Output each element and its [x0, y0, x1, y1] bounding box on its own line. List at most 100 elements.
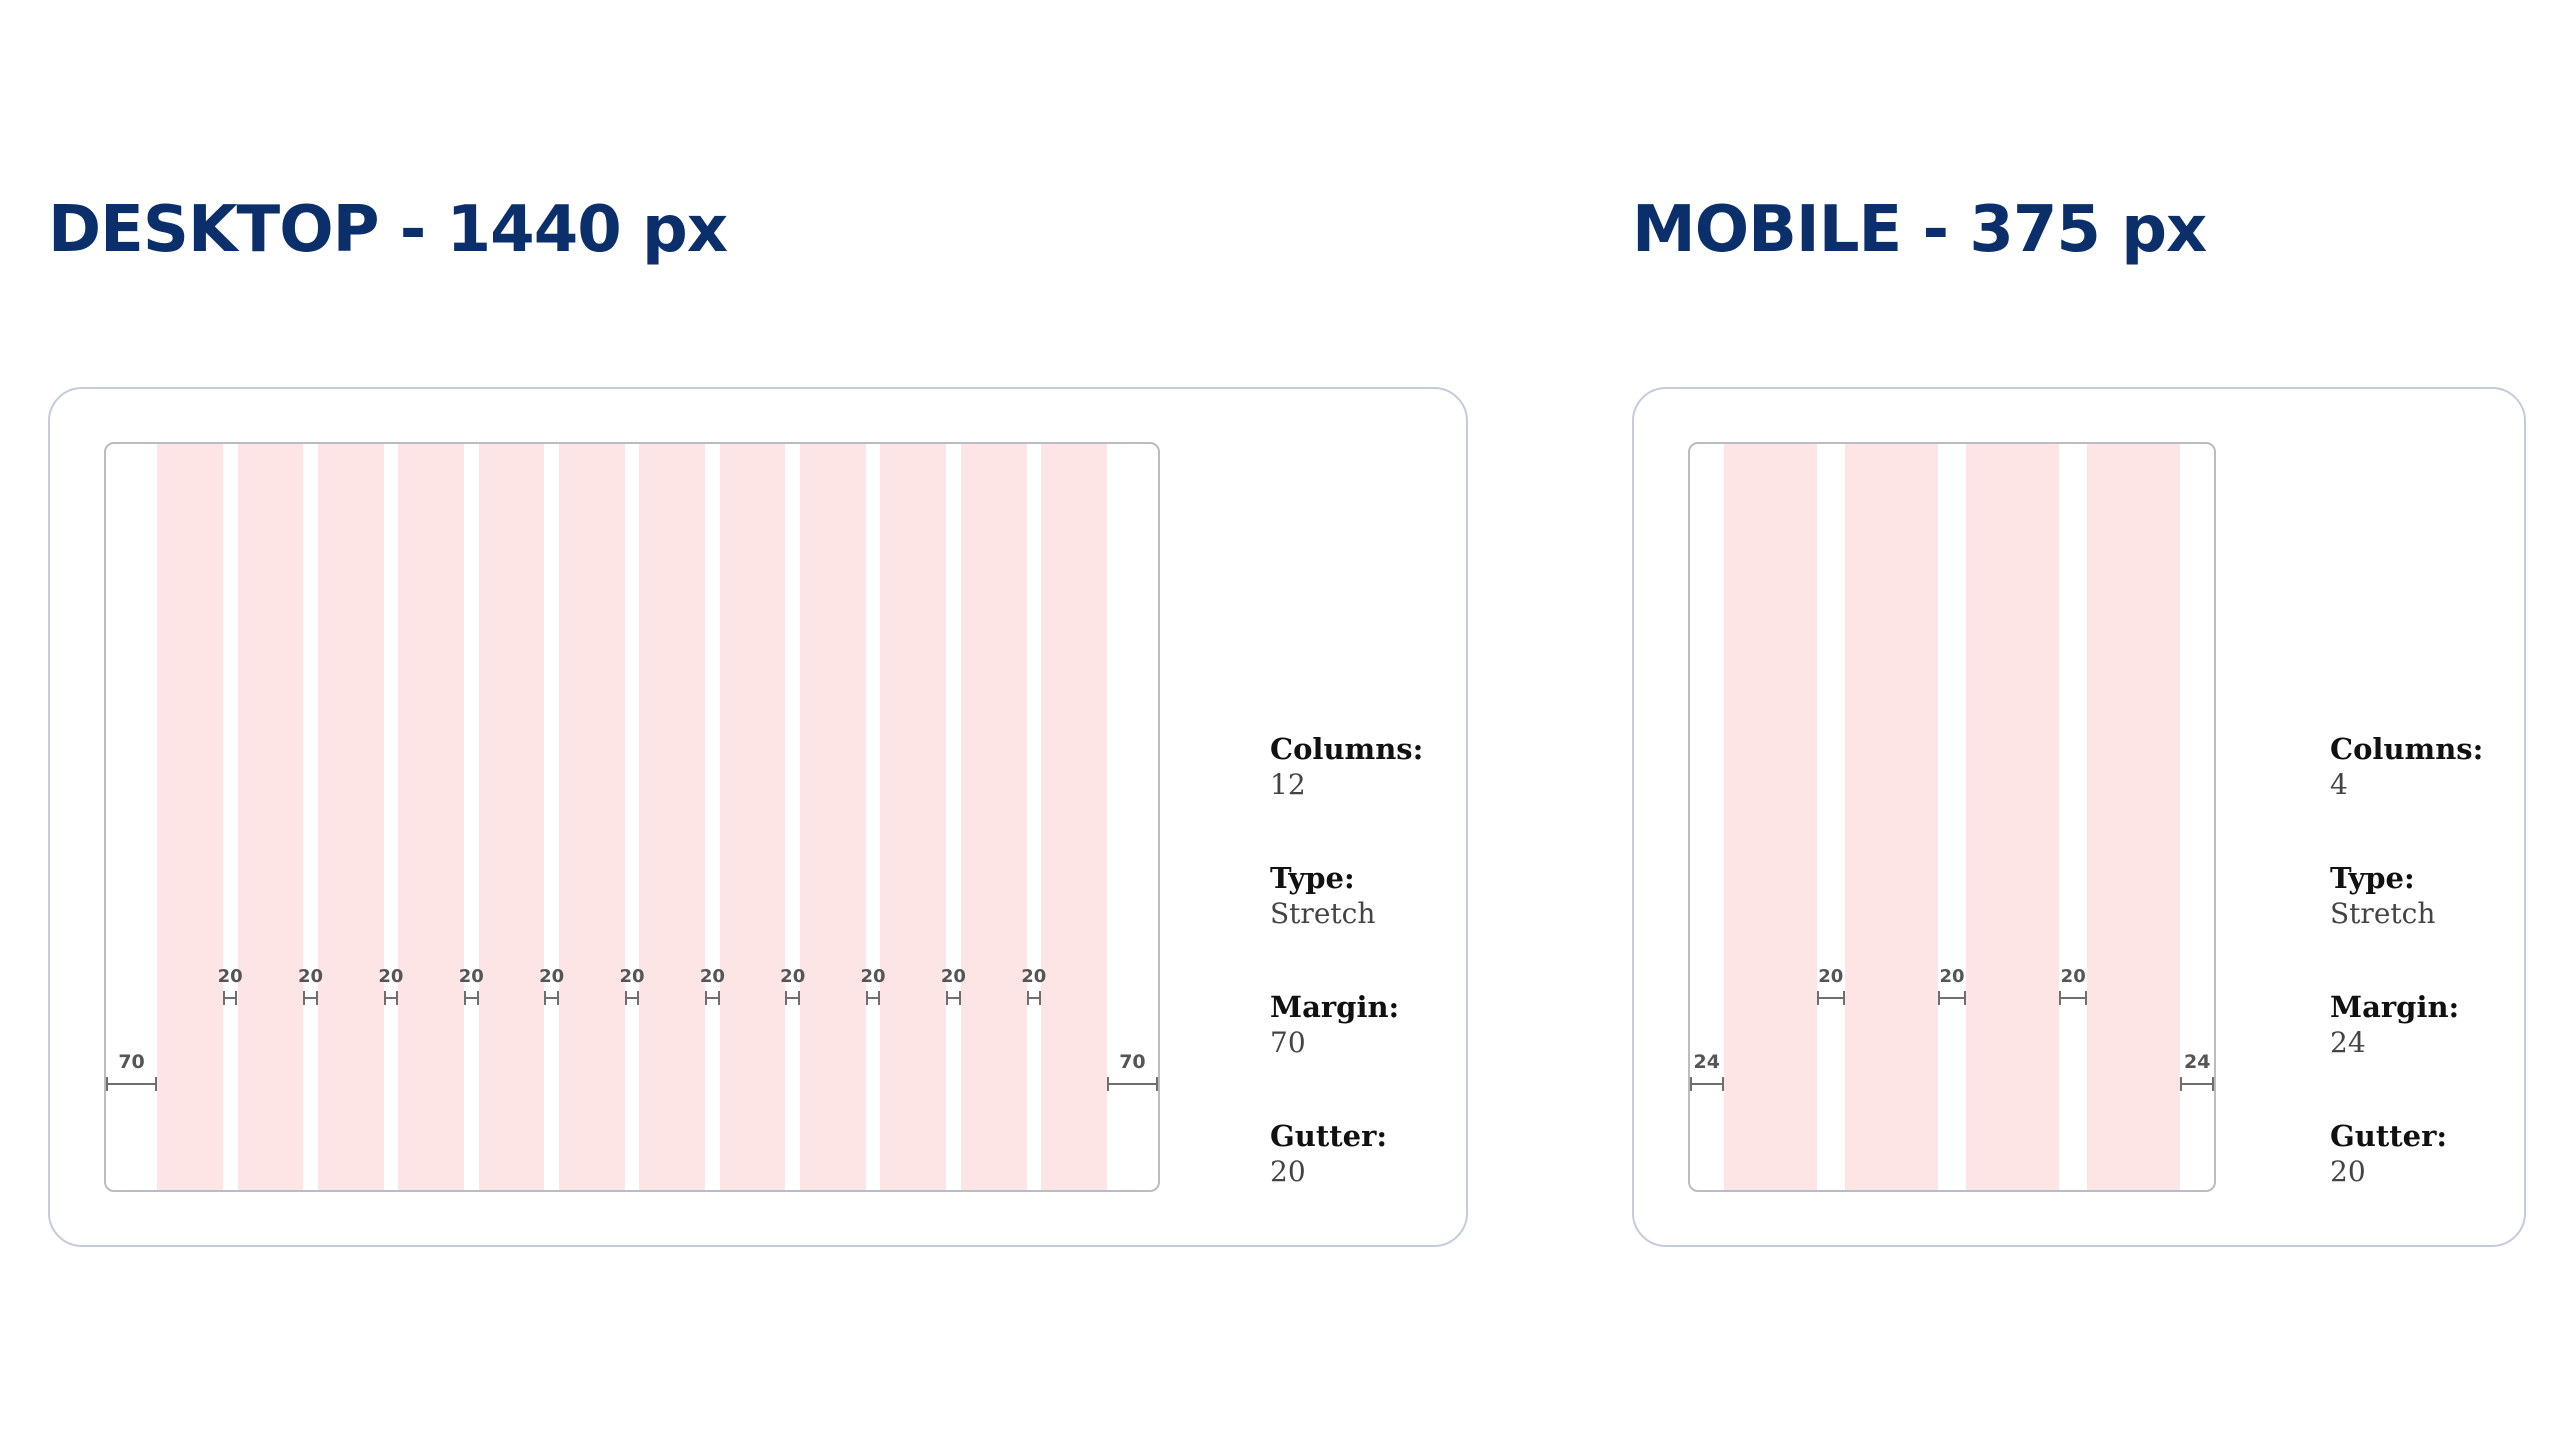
gutter-label: 20 — [780, 966, 806, 987]
gutter-dimension: 20 — [700, 966, 725, 1005]
gutter-label: 20 — [1818, 966, 1844, 987]
dimension-tick — [1963, 991, 1966, 1005]
dimension-tick — [476, 991, 479, 1005]
dimension-tick — [958, 991, 961, 1005]
gutter-dimension: 20 — [1938, 966, 1966, 1005]
margin-dimension: 70 — [106, 1051, 158, 1091]
gutter-dimension: 20 — [459, 966, 484, 1005]
dimension-line — [785, 997, 801, 999]
spec-value: 24 — [2330, 1026, 2366, 1059]
gutter-dimension: 20 — [861, 966, 886, 1005]
dimension-line — [1816, 997, 1845, 999]
grid-column — [237, 444, 304, 1190]
dimension-line — [544, 997, 559, 999]
spec-label: Type: — [2330, 861, 2415, 895]
grid-column — [478, 444, 545, 1190]
desktop-spec-margin: Margin: 70 — [1270, 990, 1423, 1119]
dimension-tick — [637, 991, 640, 1005]
spec-label: Margin: — [2330, 990, 2460, 1024]
grid-column — [639, 444, 706, 1190]
spec-value: Stretch — [1270, 897, 1376, 930]
dimension-line — [1106, 1083, 1158, 1085]
dimension-line — [1938, 997, 1966, 999]
dimension-tick — [705, 991, 708, 1005]
gutter-label: 20 — [940, 966, 966, 987]
spec-value: 12 — [1270, 768, 1306, 801]
grid-column — [2087, 444, 2181, 1190]
gutter-dimension: 20 — [539, 966, 564, 1005]
gutter-dimension: 20 — [780, 966, 805, 1005]
dimension-line — [705, 997, 720, 999]
grid-column — [317, 444, 384, 1190]
spec-value: Stretch — [2330, 897, 2436, 930]
dimension-line — [2180, 1083, 2214, 1085]
mobile-spec-gutter: Gutter: 20 — [2330, 1119, 2483, 1248]
desktop-spec-gutter: Gutter: 20 — [1270, 1119, 1423, 1248]
dimension-tick — [1816, 991, 1819, 1005]
mobile-title: MOBILE - 375 px — [1632, 193, 2207, 267]
gutter-label: 20 — [2060, 966, 2086, 987]
dimension-tick — [1039, 991, 1042, 1005]
dimension-line — [463, 997, 479, 999]
dimension-tick — [396, 991, 399, 1005]
dimension-tick — [2059, 991, 2062, 1005]
dimension-tick — [785, 991, 788, 1005]
spec-label: Gutter: — [2330, 1119, 2448, 1153]
dimension-line — [2059, 997, 2088, 999]
mobile-spec-type: Type: Stretch — [2330, 861, 2483, 990]
gutter-label: 20 — [539, 966, 565, 987]
dimension-tick — [303, 991, 306, 1005]
dimension-tick — [1842, 991, 1845, 1005]
dimension-tick — [235, 991, 238, 1005]
dimension-tick — [717, 991, 720, 1005]
dimension-tick — [1106, 1077, 1109, 1091]
grid-column — [1041, 444, 1107, 1190]
dimension-tick — [222, 991, 225, 1005]
dimension-line — [946, 997, 961, 999]
dimension-tick — [1938, 991, 1941, 1005]
gutter-label: 20 — [298, 966, 324, 987]
dimension-tick — [544, 991, 547, 1005]
grid-column — [1844, 444, 1939, 1190]
dimension-tick — [106, 1077, 108, 1091]
dimension-tick — [1155, 1077, 1158, 1091]
dimension-line — [1690, 1083, 1724, 1085]
spec-value: 70 — [1270, 1026, 1306, 1059]
gutter-label: 20 — [458, 966, 484, 987]
mobile-viewport-frame: 20 20 20 24 24 — [1688, 442, 2216, 1192]
dimension-tick — [798, 991, 801, 1005]
gutter-label: 20 — [860, 966, 886, 987]
grid-column — [398, 444, 464, 1190]
spec-label: Columns: — [1270, 732, 1424, 766]
gutter-dimension: 20 — [619, 966, 645, 1005]
spec-value: 20 — [2330, 1155, 2366, 1188]
dimension-tick — [946, 991, 949, 1005]
margin-dimension: 24 — [1690, 1051, 1724, 1091]
mobile-spec-columns: Columns: 4 — [2330, 732, 2483, 861]
margin-label: 70 — [1119, 1051, 1146, 1073]
grid-column — [800, 444, 866, 1190]
dimension-tick — [315, 991, 318, 1005]
dimension-tick — [2085, 991, 2088, 1005]
dimension-line — [222, 997, 238, 999]
gutter-dimension: 20 — [218, 966, 243, 1005]
gutter-label: 20 — [217, 966, 243, 987]
gutter-label: 20 — [699, 966, 725, 987]
dimension-tick — [556, 991, 559, 1005]
desktop-spec-columns: Columns: 12 — [1270, 732, 1423, 861]
gutter-label: 20 — [619, 966, 645, 987]
dimension-line — [106, 1083, 158, 1085]
grid-column — [558, 444, 625, 1190]
margin-label: 70 — [118, 1051, 145, 1073]
gutter-dimension: 20 — [941, 966, 966, 1005]
spec-value: 4 — [2330, 768, 2348, 801]
gutter-label: 20 — [1021, 966, 1047, 987]
margin-label: 24 — [2183, 1051, 2211, 1073]
grid-column — [1965, 444, 2060, 1190]
gutter-label: 20 — [378, 966, 404, 987]
gutter-label: 20 — [1939, 966, 1965, 987]
spec-label: Margin: — [1270, 990, 1400, 1024]
dimension-tick — [878, 991, 881, 1005]
desktop-grid-card: 20 20 20 20 20 20 20 20 20 20 20 70 70 Columns: 12 T… — [48, 387, 1468, 1247]
grid-column — [960, 444, 1027, 1190]
